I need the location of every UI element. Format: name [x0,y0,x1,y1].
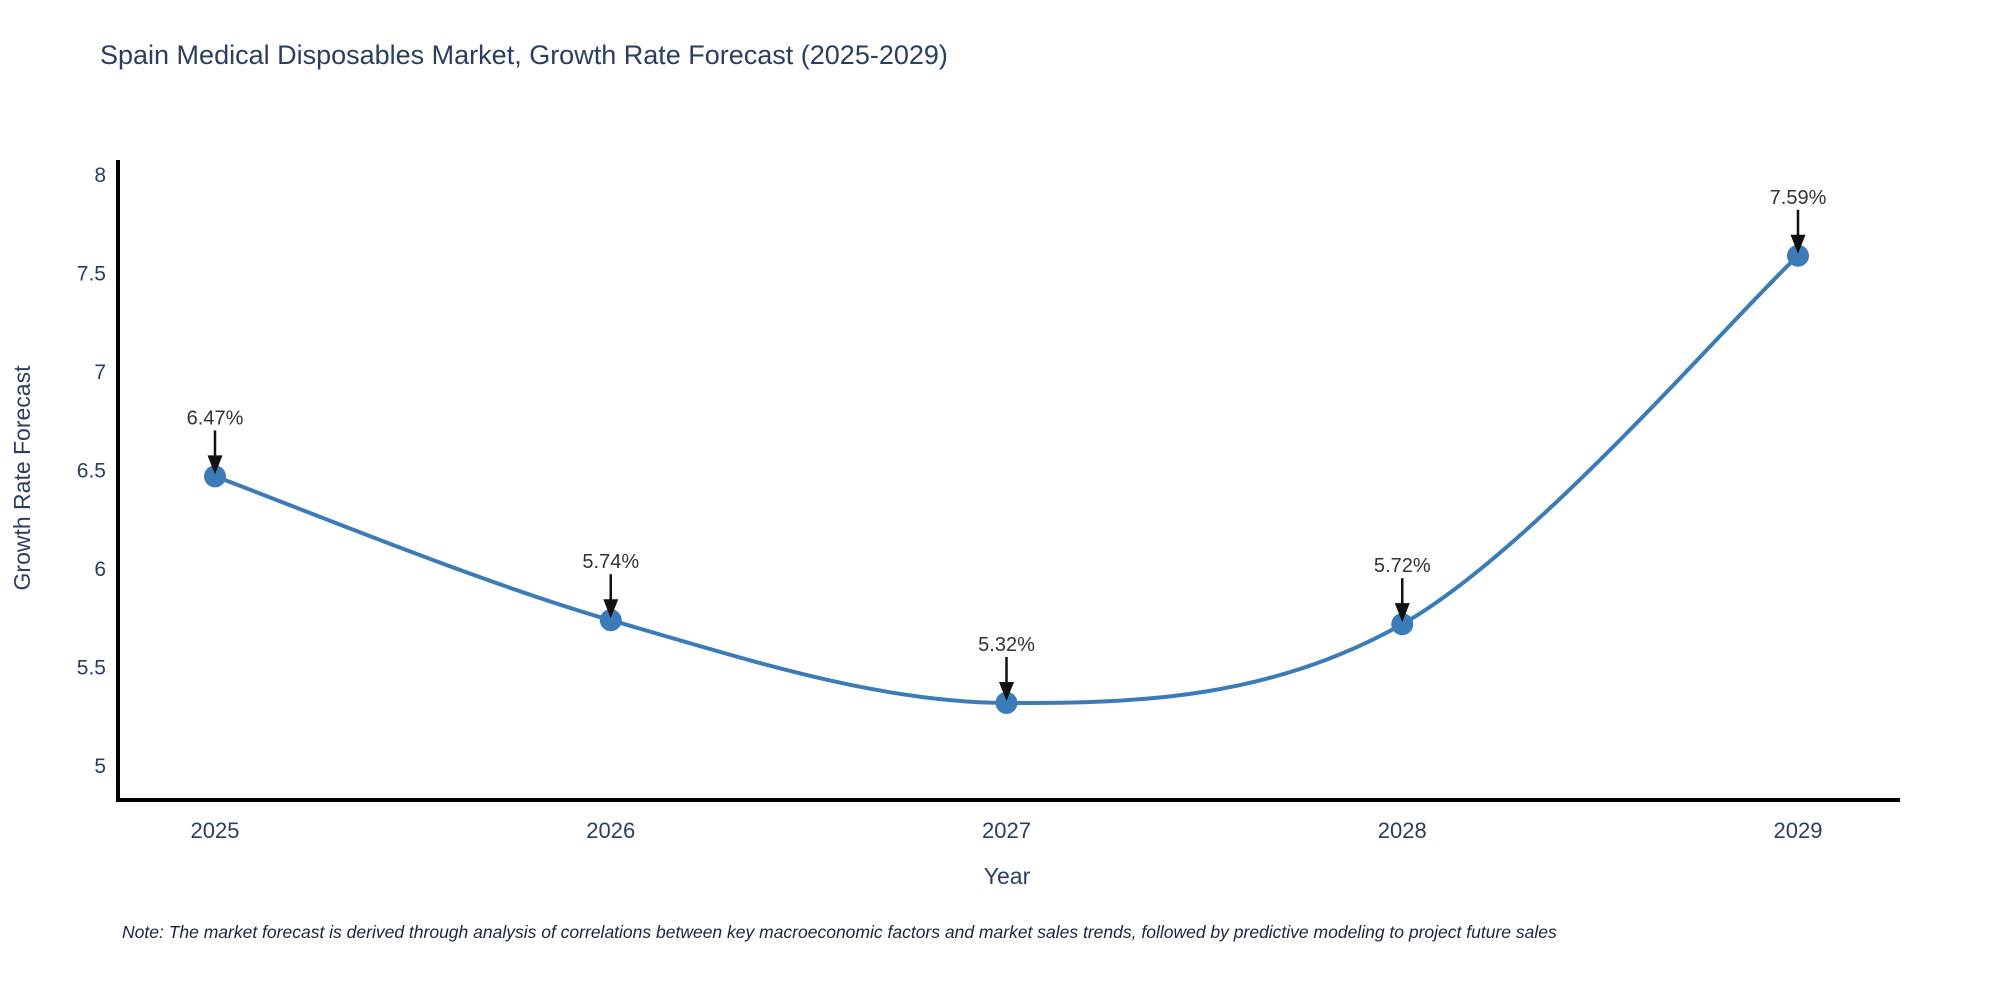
x-tick-label: 2027 [982,818,1031,843]
x-tick-label: 2029 [1774,818,1823,843]
y-tick-label: 8 [94,164,106,187]
x-tick-label: 2028 [1378,818,1427,843]
annotation-label: 5.32% [978,634,1035,656]
annotation-arrow-head [1394,603,1410,623]
y-tick-label: 6.5 [77,460,106,483]
annotation-arrow-head [207,455,223,475]
annotation-label: 5.72% [1374,555,1431,577]
annotation-label: 7.59% [1770,187,1827,209]
data-point-marker [995,691,1018,714]
y-tick-label: 6 [94,558,106,581]
data-point-marker [1787,244,1809,267]
data-point-marker [599,609,622,632]
y-tick-label: 5 [94,755,106,778]
annotation-label: 6.47% [187,407,244,429]
chart-title: Spain Medical Disposables Market, Growth… [100,40,948,70]
annotation-label: 5.74% [582,551,639,573]
x-tick-label: 2025 [191,818,240,843]
footnote: Note: The market forecast is derived thr… [122,922,1557,942]
y-axis-title: Growth Rate Forecast [9,365,35,591]
y-tick-label: 7 [94,361,106,384]
annotation-arrow-head [999,681,1014,701]
y-tick-label: 5.5 [77,657,106,680]
data-point-marker [1391,613,1414,636]
data-point-marker [204,465,226,488]
x-axis-title: Year [984,863,1031,889]
x-tick-label: 2026 [586,818,635,843]
annotation-arrow-head [603,599,619,619]
annotation-arrow-head [1790,234,1806,254]
y-tick-label: 7.5 [77,263,106,286]
plot-area: 5 5.5 6 6.5 7 7.5 8 2025 2026 2027 2028 2029 6.47% 5.… [77,160,1900,843]
